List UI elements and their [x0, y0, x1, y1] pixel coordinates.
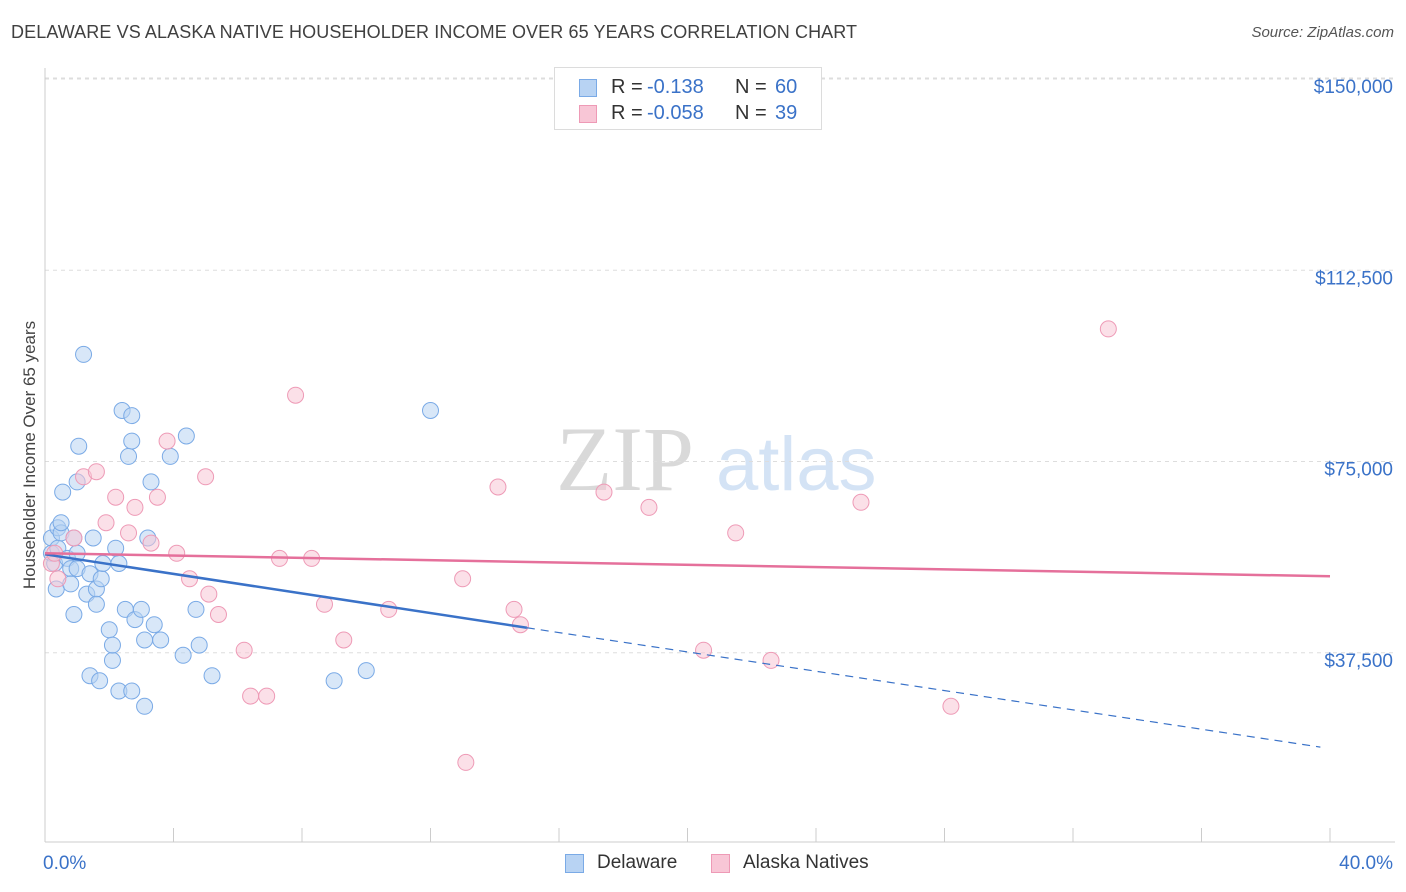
point-alaska-natives: [49, 570, 67, 588]
chart-title: DELAWARE VS ALASKA NATIVE HOUSEHOLDER IN…: [11, 22, 858, 42]
legend-r-label: R =: [611, 76, 643, 98]
point-alaska-natives: [727, 524, 745, 542]
x-tick-label-min: 0.0%: [43, 853, 86, 874]
point-delaware: [203, 667, 221, 685]
point-delaware: [422, 402, 439, 419]
legend-n-value: 39: [775, 102, 798, 124]
point-alaska-natives: [505, 600, 523, 618]
point-alaska-natives: [695, 641, 713, 659]
point-delaware: [136, 697, 154, 715]
point-alaska-natives: [209, 606, 227, 623]
axes: [44, 68, 1395, 843]
point-delaware: [103, 636, 121, 654]
point-delaware: [84, 529, 102, 547]
point-alaska-natives: [107, 488, 125, 506]
point-delaware: [75, 345, 93, 363]
point-delaware: [87, 595, 105, 613]
point-alaska-natives: [942, 697, 960, 715]
point-delaware: [325, 672, 343, 690]
x-tick-label-max: 40.0%: [1339, 853, 1393, 874]
point-alaska-natives: [762, 651, 780, 669]
point-delaware: [187, 600, 205, 618]
point-delaware: [92, 570, 110, 588]
point-delaware: [145, 616, 163, 634]
legend-swatch-delaware: [579, 79, 597, 97]
legend-label-alaska-natives: Alaska Natives: [743, 852, 869, 873]
point-alaska-natives: [242, 687, 260, 705]
point-delaware: [70, 437, 88, 455]
correlation-legend: R = -0.138 N = 60 R = -0.058 N = 39: [554, 67, 822, 130]
point-delaware: [161, 447, 179, 465]
point-alaska-natives: [87, 463, 105, 481]
point-alaska-natives: [335, 631, 353, 649]
point-alaska-natives: [148, 488, 166, 506]
point-alaska-natives: [287, 386, 305, 404]
y-tick-label: $75,000: [1324, 460, 1393, 481]
point-alaska-natives: [489, 478, 507, 496]
point-delaware: [100, 621, 118, 639]
point-delaware: [177, 427, 195, 445]
point-delaware: [142, 473, 160, 491]
point-delaware: [357, 662, 375, 680]
point-alaska-natives: [852, 493, 870, 511]
data-points: [42, 320, 1117, 771]
legend-label-delaware: Delaware: [597, 852, 678, 873]
legend-n-label: N =: [735, 102, 767, 124]
point-delaware: [123, 432, 141, 450]
point-delaware: [103, 651, 121, 669]
point-delaware: [132, 600, 150, 618]
legend-n-value: 60: [775, 76, 798, 98]
tick-labels: $37,500 $75,000 $112,500 $150,000 0.0% 40.0%: [43, 77, 1393, 874]
watermark-zip: ZIP: [556, 408, 694, 510]
point-alaska-natives: [258, 687, 276, 705]
trend-line-delaware: [44, 553, 528, 629]
point-alaska-natives: [181, 570, 199, 588]
legend-swatch-delaware: [565, 854, 584, 873]
point-delaware: [190, 636, 208, 654]
point-alaska-natives: [97, 514, 115, 532]
point-alaska-natives: [200, 585, 218, 603]
point-delaware: [91, 672, 109, 690]
point-alaska-natives: [235, 641, 253, 659]
point-alaska-natives: [120, 524, 138, 542]
y-tick-label: $37,500: [1324, 651, 1393, 672]
point-alaska-natives: [380, 600, 398, 618]
point-alaska-natives: [65, 529, 83, 547]
source-label: Source: ZipAtlas.com: [1251, 24, 1394, 41]
point-alaska-natives: [457, 753, 475, 771]
legend-n-label: N =: [735, 76, 767, 98]
legend-r-label: R =: [611, 102, 643, 124]
legend-r-value: -0.058: [647, 102, 704, 124]
point-alaska-natives: [1099, 320, 1117, 338]
point-alaska-natives: [158, 432, 176, 450]
point-alaska-natives: [454, 570, 472, 588]
point-delaware: [52, 514, 70, 532]
point-delaware: [65, 606, 83, 623]
point-alaska-natives: [142, 534, 160, 552]
trend-line-alaska-natives: [44, 552, 1331, 578]
point-delaware: [123, 407, 141, 425]
y-axis-label: Householder Income Over 65 years: [20, 320, 39, 590]
point-alaska-natives: [168, 544, 186, 562]
point-delaware: [123, 682, 141, 700]
point-delaware: [54, 483, 72, 501]
trend-line-delaware-extension: [526, 627, 1321, 748]
point-alaska-natives: [595, 483, 613, 501]
point-delaware: [152, 631, 170, 649]
point-delaware: [174, 646, 192, 664]
trend-lines: [44, 552, 1331, 748]
y-tick-label: $150,000: [1314, 77, 1393, 98]
point-alaska-natives: [640, 498, 658, 516]
y-tick-label: $112,500: [1315, 268, 1393, 289]
legend-swatch-alaska-natives: [579, 105, 597, 123]
legend-r-value: -0.138: [647, 76, 704, 98]
watermark-atlas: atlas: [716, 422, 877, 507]
point-alaska-natives: [197, 468, 215, 486]
legend-swatch-alaska-natives: [711, 854, 730, 873]
point-delaware: [136, 631, 154, 649]
point-alaska-natives: [126, 498, 144, 516]
point-delaware: [120, 447, 138, 465]
